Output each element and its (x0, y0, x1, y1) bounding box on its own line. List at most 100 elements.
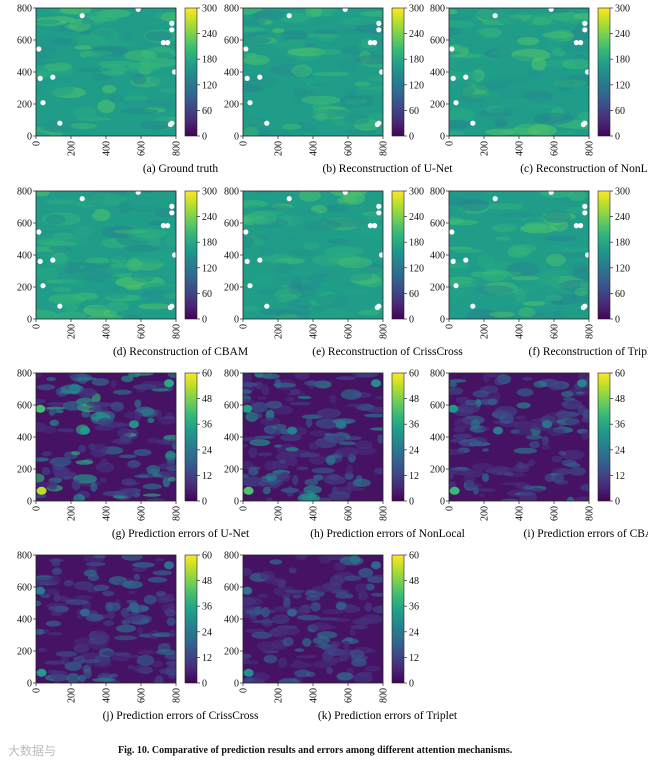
error-patch (142, 483, 162, 490)
heatmap-patch (316, 294, 350, 309)
hole-marker (582, 203, 588, 209)
heatmap-patch (243, 84, 263, 93)
x-tick-label: 400 (102, 688, 113, 703)
heatmap-patch (505, 10, 544, 15)
error-patch (326, 666, 333, 675)
y-tick-label: 800 (17, 4, 32, 15)
colorbar-tick-label: 24 (202, 627, 212, 638)
y-tick-label: 200 (430, 100, 445, 111)
error-hotspot (449, 486, 460, 495)
hole-marker (470, 120, 476, 126)
heatmap-patch (36, 60, 60, 65)
error-patch (91, 677, 116, 682)
error-patch (135, 388, 147, 392)
subplot-k: 0 200 400 600 800 0 200 400 600 800 0 12 24 36 48 60 (k)… (224, 551, 458, 723)
hole-marker (247, 100, 253, 106)
heatmap-patch (262, 235, 301, 241)
colorbar-tick-label: 0 (202, 497, 207, 508)
error-patch (168, 476, 176, 482)
error-patch (73, 581, 94, 591)
y-tick-label: 400 (17, 251, 32, 262)
error-patch (513, 420, 537, 431)
heatmap-patch (123, 99, 148, 111)
subplot-caption: (b) Reconstruction of U-Net (323, 163, 454, 175)
error-patch (51, 558, 61, 567)
error-patch (516, 402, 531, 409)
error-patch (93, 584, 110, 591)
error-patch (267, 428, 283, 436)
error-patch (53, 592, 60, 603)
error-patch (449, 379, 467, 383)
x-tick-label: 400 (102, 506, 113, 521)
heatmap-patch (449, 217, 465, 225)
heatmap-patch (87, 262, 112, 269)
error-patch (310, 622, 331, 631)
colorbar-tick-label: 240 (615, 212, 630, 223)
error-patch (49, 457, 72, 467)
heatmap-patch (565, 206, 589, 214)
heatmap-patch (150, 283, 176, 288)
heatmap-patch (252, 276, 275, 286)
subplot-caption: (d) Reconstruction of CBAM (113, 346, 248, 358)
error-patch (117, 427, 132, 438)
x-tick-label: 0 (445, 324, 456, 329)
y-tick-label: 600 (224, 583, 239, 594)
heatmap-patch (331, 8, 361, 18)
colorbar-tick-label: 240 (409, 212, 424, 223)
heatmap-patch (301, 33, 340, 38)
error-patch (158, 463, 176, 470)
heatmap-patch (291, 64, 313, 78)
error-patch (102, 490, 126, 497)
colorbar-tick-label: 60 (202, 289, 212, 300)
subplot-caption: (c) Reconstruction of NonLocal (520, 163, 648, 175)
x-tick-label: 600 (137, 324, 148, 339)
error-patch (343, 575, 362, 581)
colorbar-tick-label: 120 (202, 80, 217, 91)
error-patch (261, 617, 273, 627)
error-patch (335, 447, 359, 458)
error-patch (528, 440, 540, 449)
error-patch (152, 632, 175, 637)
hole-marker (374, 121, 380, 128)
error-patch (41, 451, 53, 457)
heatmap-patch (561, 58, 589, 70)
heatmap-patch (273, 56, 300, 63)
x-tick-label: 0 (239, 506, 250, 511)
x-tick-label: 600 (137, 141, 148, 156)
heatmap-patch (287, 47, 326, 57)
error-patch (561, 449, 585, 460)
y-tick-label: 800 (224, 369, 239, 380)
heatmap-patch (243, 58, 265, 64)
error-patch (322, 645, 336, 652)
x-tick-label: 400 (515, 506, 526, 521)
hole-marker (169, 20, 175, 26)
heatmap-patch (40, 124, 75, 133)
heatmap-patch (255, 129, 293, 136)
error-patch (147, 576, 168, 583)
colorbar-tick-label: 180 (409, 238, 424, 249)
error-patch (73, 644, 90, 653)
error-hotspot (164, 561, 174, 570)
y-tick-label: 800 (430, 4, 445, 15)
heatmap-patch (553, 310, 567, 319)
error-patch (541, 440, 550, 446)
error-patch (452, 433, 473, 440)
y-tick-label: 800 (224, 187, 239, 198)
error-patch (113, 389, 132, 395)
heatmap-patch (95, 60, 136, 67)
error-patch (123, 612, 144, 623)
heatmap-patch (36, 247, 47, 253)
subplot-caption: (e) Reconstruction of CrissCross (312, 346, 463, 358)
heatmap-patch (275, 41, 291, 51)
error-patch (552, 467, 572, 474)
heatmap-patch (494, 117, 508, 128)
error-patch (156, 409, 162, 420)
heatmap-patch (61, 300, 79, 310)
error-patch (566, 496, 575, 501)
heatmap-patch (568, 191, 587, 202)
x-tick-label: 800 (379, 141, 390, 156)
heatmap-patch (324, 246, 364, 257)
heatmap-patch (459, 199, 489, 212)
error-patch (296, 555, 310, 558)
x-tick-label: 600 (550, 141, 561, 156)
